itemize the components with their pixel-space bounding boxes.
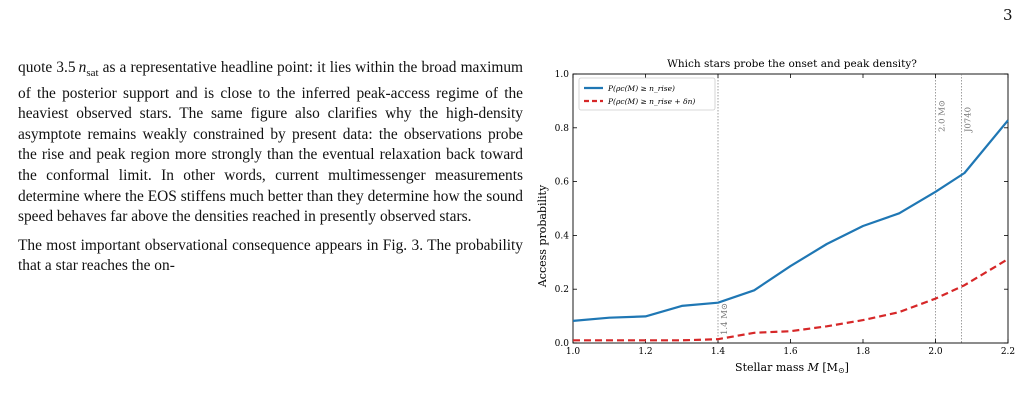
legend-box xyxy=(578,77,716,111)
series-line-0 xyxy=(572,119,1009,322)
x-tick-label-3: 1.6 xyxy=(783,347,798,357)
y-tick-label-0: 0.0 xyxy=(555,339,570,349)
plot-area: 1.4 M⊙ 2.0 M⊙ J0740 1.0 1.2 1.4 1.6 1.8 2.0 2.2 0.… xyxy=(555,70,1015,357)
body-paragraph-2: The most important observational consequ… xyxy=(18,236,523,275)
body-paragraph-1: quote 3.5 nsat as a representative headl… xyxy=(18,58,523,228)
reference-line-label-0: 1.4 M⊙ xyxy=(720,303,730,335)
reference-line-label-1: 2.0 M⊙ xyxy=(938,100,948,132)
x-tick-label-4: 1.8 xyxy=(856,347,871,357)
x-tick-label-5: 2.0 xyxy=(928,347,943,357)
x-axis-label: Stellar mass M [M⊙] xyxy=(735,361,849,374)
line-chart: Which stars probe the onset and peak den… xyxy=(536,58,1015,375)
figure-access-probability: Which stars probe the onset and peak den… xyxy=(532,54,1022,375)
body-text-column: quote 3.5 nsat as a representative headl… xyxy=(18,58,523,277)
y-axis-label: Access probability xyxy=(536,184,549,288)
reference-line-label-2: J0740 xyxy=(964,107,974,133)
n-symbol: n xyxy=(78,59,87,76)
y-tick-label-1: 0.2 xyxy=(555,285,569,295)
legend-label-0: P(ρc(M) ≥ n_rise) xyxy=(607,84,675,93)
page-number: 3 xyxy=(1003,6,1013,24)
x-tick-label-1: 1.2 xyxy=(638,347,652,357)
x-tick-label-6: 2.2 xyxy=(1001,347,1015,357)
sat-subscript: sat xyxy=(86,67,99,80)
y-tick-label-3: 0.6 xyxy=(555,178,570,188)
series-line-1 xyxy=(573,258,1009,342)
paragraph-1-prefix: quote 3.5 xyxy=(18,59,76,76)
legend-label-1: P(ρc(M) ≥ n_rise + δn) xyxy=(607,97,695,106)
y-tick-label-5: 1.0 xyxy=(555,70,570,80)
x-tick-label-2: 1.4 xyxy=(711,347,726,357)
chart-title: Which stars probe the onset and peak den… xyxy=(667,58,917,70)
paragraph-1-rest: as a representative headline point: it l… xyxy=(18,59,523,226)
y-tick-label-2: 0.4 xyxy=(555,231,570,241)
x-tick-label-0: 1.0 xyxy=(566,347,581,357)
y-tick-label-4: 0.8 xyxy=(555,124,570,134)
